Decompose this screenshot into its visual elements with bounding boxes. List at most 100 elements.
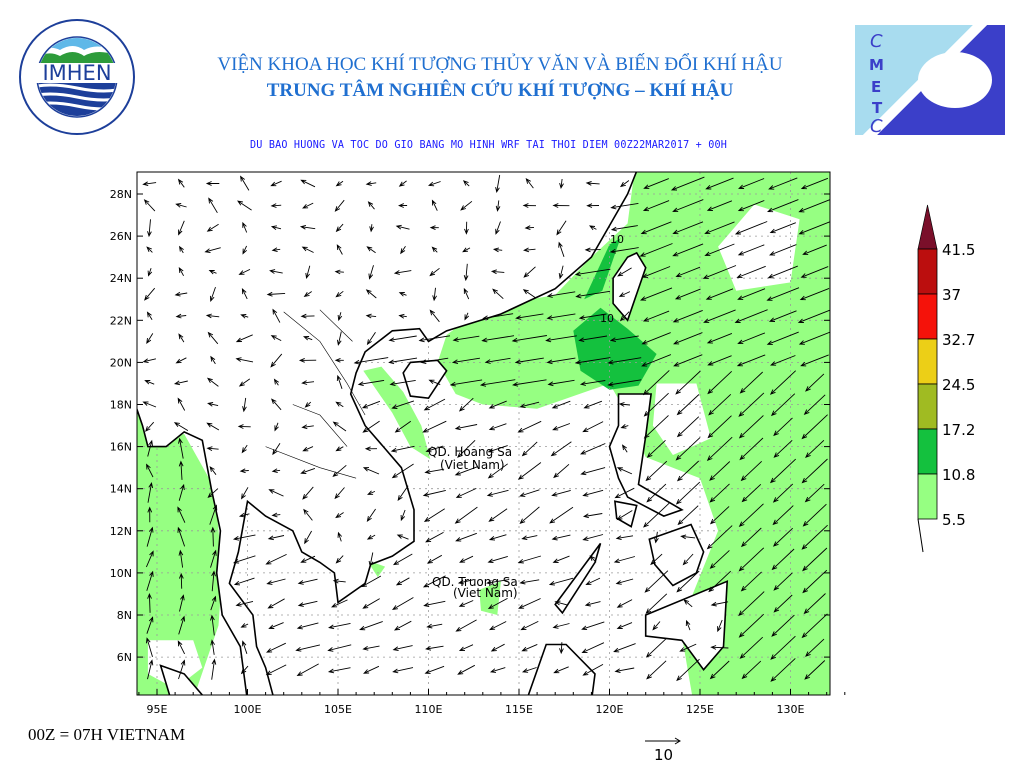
wind-arrow — [479, 379, 516, 387]
wind-arrow — [702, 265, 737, 279]
wind-arrow — [205, 181, 220, 186]
wind-arrow — [418, 335, 451, 343]
lat-tick-label: 24N — [110, 272, 132, 285]
wind-arrow — [738, 547, 765, 572]
wind-arrow — [178, 333, 185, 343]
wind-arrow — [454, 424, 478, 431]
label-hoang-sa: QD. Hoang Sa — [428, 445, 512, 459]
axis-ticks: 95E 100E 105E 110E 115E 120E 125E 130E 28N 26N 24N… — [110, 188, 846, 716]
svg-text:M: M — [869, 56, 884, 74]
wind-arrow — [393, 270, 412, 275]
wind-arrow — [618, 291, 631, 297]
wind-arrow — [303, 508, 313, 521]
shade-east — [437, 172, 830, 695]
lat-tick-label: 16N — [110, 441, 132, 454]
wind-arrow — [517, 462, 542, 480]
wind-arrow — [147, 659, 154, 680]
wind-arrow — [207, 488, 219, 498]
wind-arrow — [296, 663, 319, 677]
wind-arrow — [582, 513, 603, 519]
wind-arrow — [425, 645, 444, 651]
border-line — [283, 311, 366, 416]
wind-arrow — [798, 331, 830, 345]
wind-arrow — [240, 623, 249, 628]
wind-arrow — [583, 400, 603, 409]
wind-arrow — [391, 597, 414, 610]
wind-arrow — [645, 460, 668, 482]
wind-arrow — [143, 199, 156, 212]
wind-arrow — [772, 527, 794, 547]
shade-spratly — [479, 581, 501, 615]
land-mainland — [137, 172, 638, 695]
wind-arrow — [484, 357, 511, 364]
wind-arrow — [769, 370, 797, 395]
wind-arrow — [297, 600, 318, 607]
wind-arrow — [423, 600, 446, 608]
wind-arrow — [770, 355, 796, 366]
wind-arrow — [268, 489, 284, 497]
wind-arrow — [675, 370, 701, 395]
lat-tick-label: 14N — [110, 483, 132, 496]
wind-arrow — [398, 203, 408, 208]
wind-arrow — [553, 666, 569, 674]
wind-arrow — [610, 225, 638, 232]
wind-arrow — [619, 311, 630, 322]
wind-arrow — [359, 621, 383, 631]
wind-arrow — [547, 379, 575, 387]
wind-arrow — [210, 549, 217, 568]
land-luzon — [608, 393, 684, 517]
wind-arrow — [242, 221, 248, 233]
wind-arrow — [545, 335, 577, 343]
wind-arrow — [766, 287, 800, 301]
lat-tick-label: 20N — [110, 356, 132, 369]
wind-arrow — [454, 466, 478, 476]
wind-arrow — [772, 505, 794, 526]
wind-arrow — [464, 312, 470, 321]
land-palawan — [554, 542, 602, 615]
wind-arrow — [737, 244, 765, 256]
wind-arrow — [397, 485, 409, 502]
wind-arrow — [523, 266, 536, 278]
wind-arrow — [643, 392, 669, 417]
wind-arrow — [366, 246, 376, 254]
wind-arrow — [242, 397, 247, 413]
wind-arrow — [241, 288, 248, 300]
wind-arrow — [770, 393, 796, 417]
wind-arrow — [302, 202, 314, 209]
wind-arrow — [460, 200, 473, 211]
wind-arrow — [517, 420, 542, 433]
wind-arrow — [335, 446, 344, 452]
wind-arrow — [614, 667, 635, 673]
wind-arrow — [449, 379, 483, 387]
wind-arrow — [616, 622, 633, 629]
wind-arrow — [519, 401, 540, 409]
wind-arrow — [392, 645, 413, 652]
wind-arrow — [677, 505, 699, 526]
wind-arrow — [709, 660, 730, 680]
wind-arrow — [487, 555, 508, 564]
wind-arrow — [454, 506, 478, 524]
wind-arrow — [771, 548, 795, 571]
wind-arrow — [270, 225, 282, 230]
wind-arrow — [559, 178, 564, 190]
wind-arrow — [642, 200, 670, 212]
wind-arrow — [801, 458, 828, 484]
wind-arrow — [362, 420, 380, 433]
wind-arrow — [271, 512, 281, 518]
wind-arrow — [708, 393, 732, 416]
wind-arrow — [235, 357, 254, 363]
wind-arrow — [207, 402, 219, 407]
wind-arrow — [707, 355, 732, 366]
legend-swatch — [917, 428, 938, 475]
wind-arrow — [428, 379, 441, 386]
legend-tail — [917, 518, 924, 553]
wind-arrow — [801, 613, 828, 639]
wind-arrow — [706, 200, 733, 211]
wind-arrow — [177, 640, 186, 655]
shade-andaman — [137, 434, 223, 695]
wind-arrow — [211, 658, 217, 680]
wind-arrow — [357, 379, 385, 387]
wind-arrow — [206, 422, 220, 431]
wind-arrow — [395, 577, 410, 586]
wind-arrow — [550, 441, 572, 457]
